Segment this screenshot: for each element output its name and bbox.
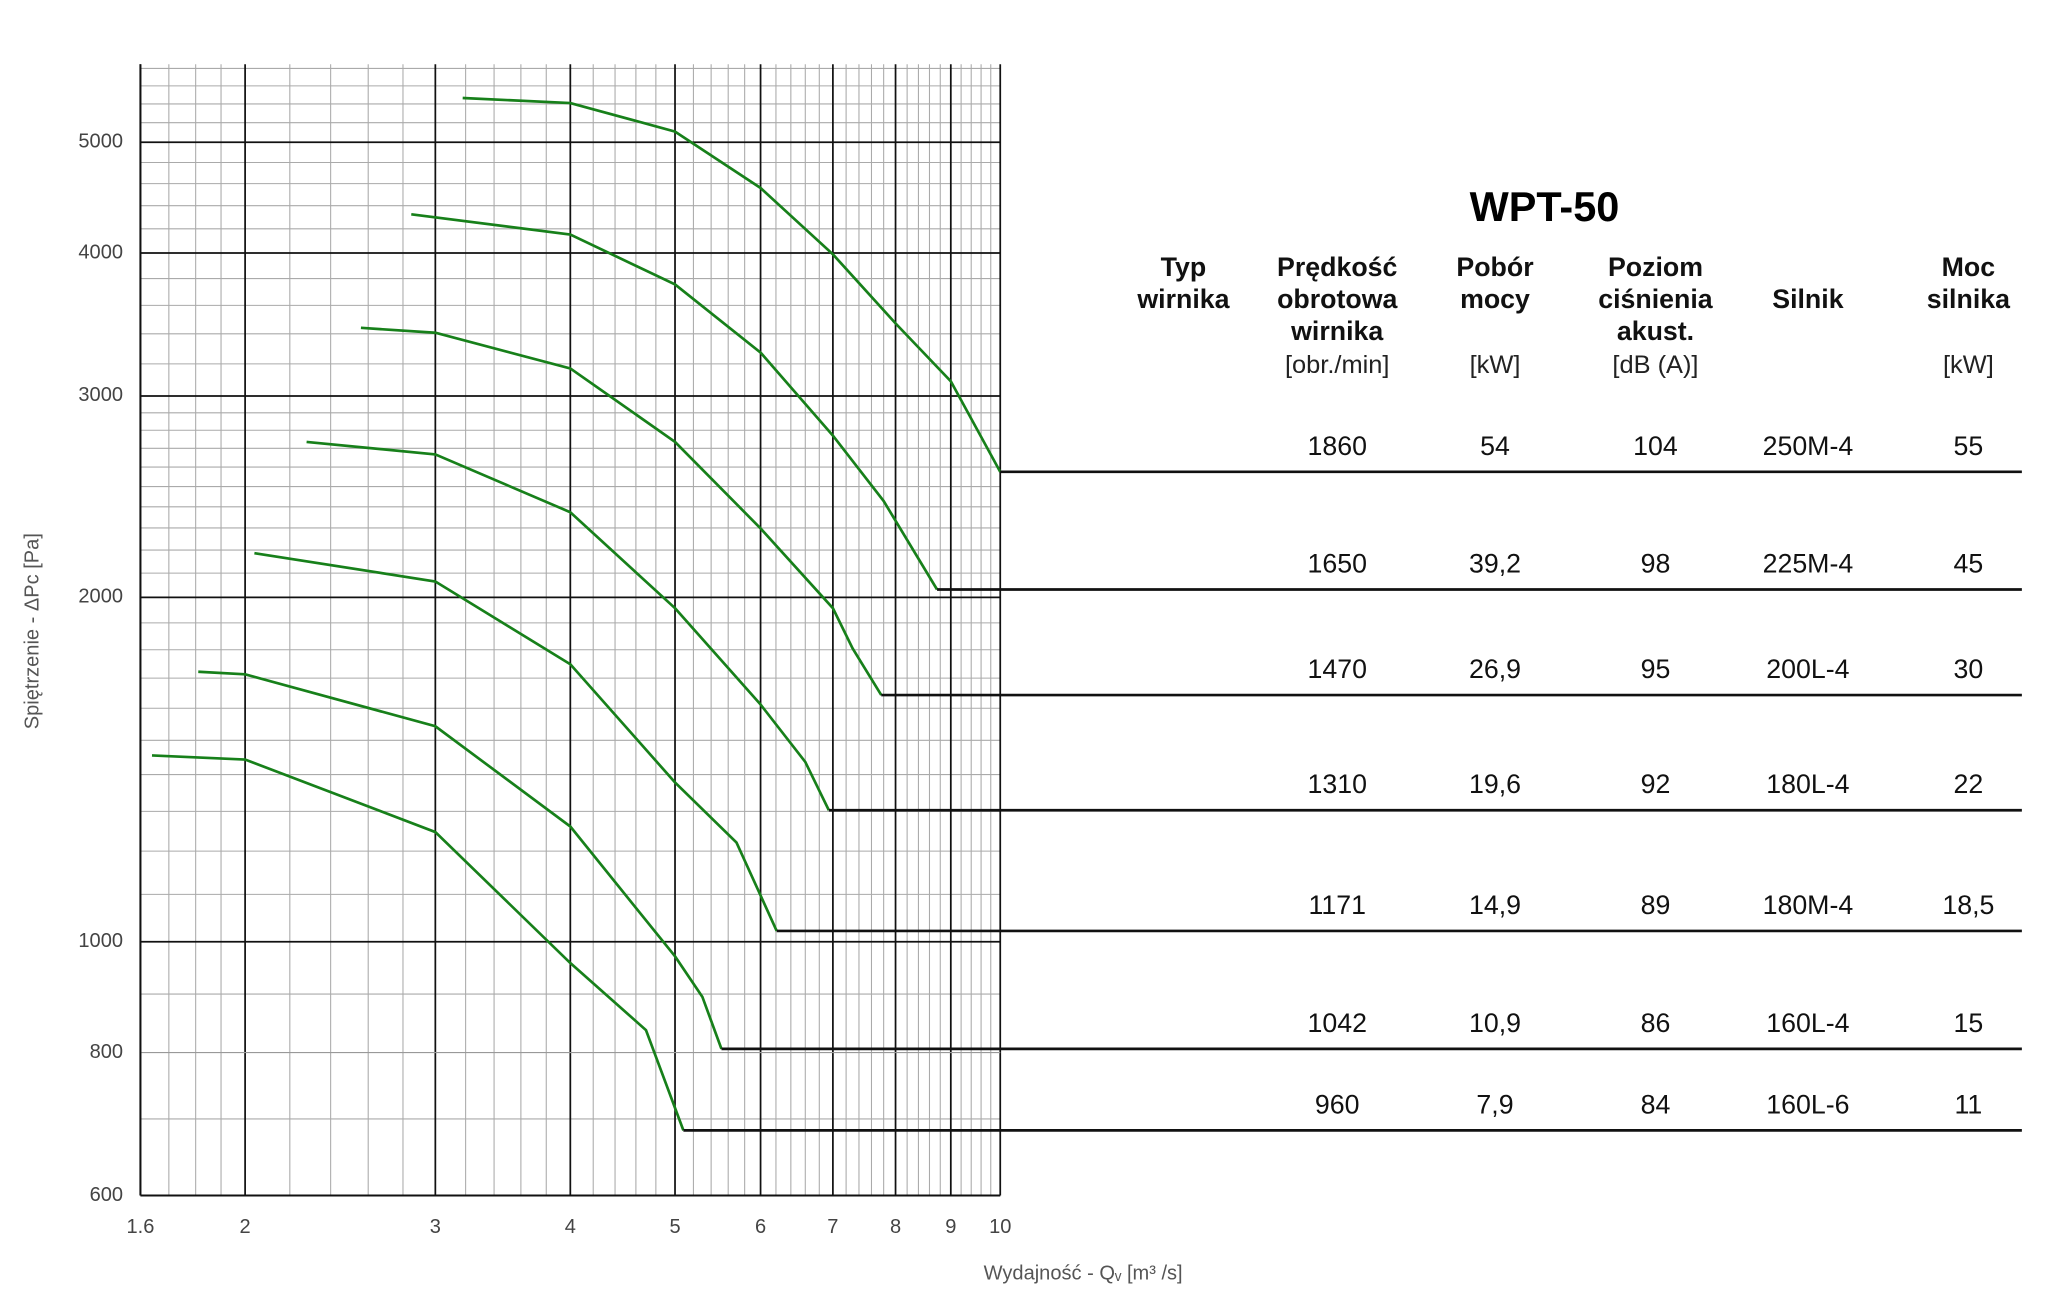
column-header: akust. xyxy=(1617,316,1694,346)
column-header: wirnika xyxy=(1290,316,1384,346)
table-cell: 250M-4 xyxy=(1763,431,1854,461)
curve xyxy=(151,754,685,1131)
x-tick-label: 8 xyxy=(890,1216,901,1238)
table-cell: 1650 xyxy=(1307,548,1366,578)
table-cell: 55 xyxy=(1954,431,1984,461)
table-cell: 30 xyxy=(1954,654,1984,684)
column-header: Prędkość xyxy=(1277,252,1398,282)
table-cell: 1470 xyxy=(1307,654,1366,684)
table-cell: 960 xyxy=(1315,1089,1360,1119)
table-cell: 180L-4 xyxy=(1766,769,1849,799)
table-cell: 200L-4 xyxy=(1766,654,1849,684)
column-unit: [kW] xyxy=(1943,351,1994,379)
y-tick-label: 3000 xyxy=(78,384,123,406)
x-tick-label: 7 xyxy=(827,1216,838,1238)
x-tick-label: 4 xyxy=(565,1216,576,1238)
x-tick-label: 6 xyxy=(755,1216,766,1238)
table-cell: 92 xyxy=(1641,769,1671,799)
column-header: Typ xyxy=(1161,252,1207,282)
curve xyxy=(198,670,723,1050)
table-cell: 10,9 xyxy=(1469,1008,1521,1038)
table-cell: 225M-4 xyxy=(1763,548,1854,578)
y-axis-label: Spiętrzenie - ΔPc [Pa] xyxy=(22,533,44,729)
curve xyxy=(411,213,939,591)
x-tick-label: 2 xyxy=(240,1216,251,1238)
table-cell: 95 xyxy=(1641,654,1671,684)
plot xyxy=(151,96,1002,1131)
table-cell: 160L-4 xyxy=(1766,1008,1849,1038)
table-cell: 15 xyxy=(1954,1008,1984,1038)
table-cell: 18,5 xyxy=(1942,890,1994,920)
table-cell: 19,6 xyxy=(1469,769,1521,799)
x-tick-label: 3 xyxy=(430,1216,441,1238)
table-cell: 98 xyxy=(1641,548,1671,578)
y-tick-label: 4000 xyxy=(78,241,123,263)
curve xyxy=(254,551,778,932)
y-tick-label: 2000 xyxy=(78,586,123,608)
column-header: mocy xyxy=(1460,284,1530,314)
table-title: WPT-50 xyxy=(1470,183,1620,230)
table-cell: 160L-6 xyxy=(1766,1089,1849,1119)
table-cell: 11 xyxy=(1955,1089,1983,1119)
table-cell: 26,9 xyxy=(1469,654,1521,684)
y-tick-label: 1000 xyxy=(78,930,123,952)
column-header: Poziom xyxy=(1608,252,1703,282)
x-axis-label: Wydajność - Qᵥ [m³ /s] xyxy=(984,1263,1183,1285)
table-cell: 84 xyxy=(1641,1089,1671,1119)
table-cell: 45 xyxy=(1954,548,1984,578)
column-unit: [kW] xyxy=(1470,351,1521,379)
table-cell: 1171 xyxy=(1308,890,1366,920)
curve xyxy=(360,326,883,696)
table-cell: 104 xyxy=(1633,431,1678,461)
table-cell: 180M-4 xyxy=(1763,890,1854,920)
table-cell: 7,9 xyxy=(1476,1089,1513,1119)
y-tick-label: 600 xyxy=(90,1184,123,1206)
column-unit: [dB (A)] xyxy=(1612,351,1698,379)
column-header: Moc xyxy=(1942,252,1996,282)
column-header: wirnika xyxy=(1136,284,1230,314)
column-header: Silnik xyxy=(1772,284,1843,314)
table-cell: 1860 xyxy=(1307,431,1366,461)
x-tick-label: 10 xyxy=(989,1216,1011,1238)
column-header: ciśnienia xyxy=(1598,284,1714,314)
x-tick-label: 9 xyxy=(945,1216,956,1238)
curve xyxy=(462,96,1002,473)
x-tick-label: 5 xyxy=(669,1216,680,1238)
table-cell: 39,2 xyxy=(1469,548,1521,578)
table-cell: 54 xyxy=(1480,431,1510,461)
table-cell: 86 xyxy=(1641,1008,1671,1038)
grid xyxy=(139,64,1002,1197)
table-cell: 89 xyxy=(1641,890,1671,920)
column-unit: [obr./min] xyxy=(1285,351,1389,379)
column-header: obrotowa xyxy=(1277,284,1398,314)
curve xyxy=(306,440,831,811)
y-tick-label: 800 xyxy=(90,1041,123,1063)
table-cell: 22 xyxy=(1954,769,1984,799)
x-tick-label: 1.6 xyxy=(126,1216,154,1238)
column-header: Pobór xyxy=(1456,252,1533,282)
table-cell: 1042 xyxy=(1307,1008,1366,1038)
column-header: silnika xyxy=(1927,284,2011,314)
table-cell: 14,9 xyxy=(1469,890,1521,920)
table-cell: 1310 xyxy=(1307,769,1366,799)
y-tick-label: 5000 xyxy=(78,130,123,152)
